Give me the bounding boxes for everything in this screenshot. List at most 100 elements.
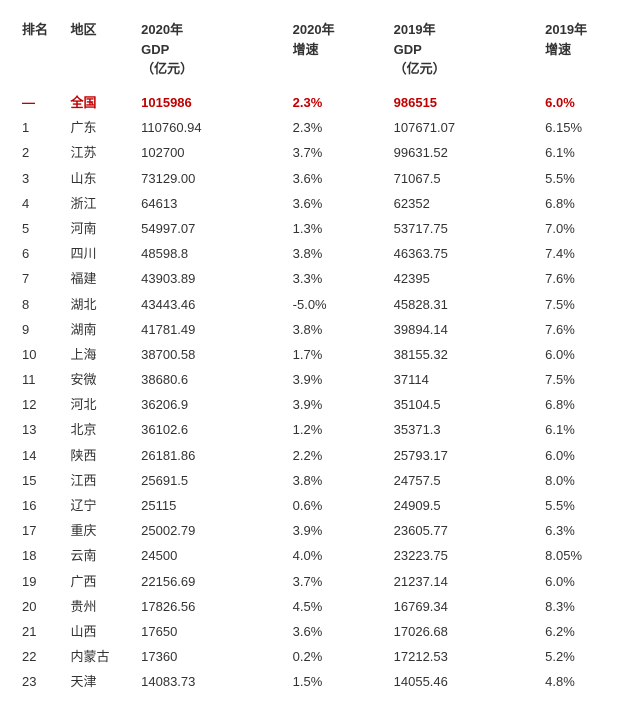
cell-rank: 3: [18, 166, 66, 191]
cell-growth2020: 3.6%: [289, 191, 390, 216]
cell-region: 河南: [66, 216, 137, 241]
cell-gdp2020: 17826.56: [137, 594, 289, 619]
cell-gdp2019: 17026.68: [390, 619, 542, 644]
cell-rank: 11: [18, 368, 66, 393]
cell-growth2020: 3.6%: [289, 619, 390, 644]
col-header-rank: 排名: [18, 14, 66, 91]
cell-growth2019: 6.0%: [541, 443, 622, 468]
cell-growth2019: 6.1%: [541, 418, 622, 443]
cell-gdp2019: 25793.17: [390, 443, 542, 468]
cell-gdp2020: 110760.94: [137, 116, 289, 141]
table-row: 16辽宁251150.6%24909.55.5%: [18, 494, 622, 519]
cell-rank: 22: [18, 645, 66, 670]
cell-gdp2019: 53717.75: [390, 216, 542, 241]
cell-region: 江苏: [66, 141, 137, 166]
cell-region: 重庆: [66, 519, 137, 544]
cell-gdp2020: 25115: [137, 494, 289, 519]
table-row: 4浙江646133.6%623526.8%: [18, 191, 622, 216]
cell-gdp2020: 38680.6: [137, 368, 289, 393]
cell-growth2020: 2.2%: [289, 443, 390, 468]
table-row: 22内蒙古173600.2%17212.535.2%: [18, 645, 622, 670]
cell-rank: 1: [18, 116, 66, 141]
cell-region: 浙江: [66, 191, 137, 216]
cell-region: 贵州: [66, 594, 137, 619]
cell-region: 四川: [66, 242, 137, 267]
gdp-ranking-table: 排名地区2020年 GDP （亿元）2020年 增速2019年 GDP （亿元）…: [18, 14, 622, 695]
cell-gdp2019: 45828.31: [390, 292, 542, 317]
cell-growth2019: 6.8%: [541, 191, 622, 216]
cell-rank: 14: [18, 443, 66, 468]
cell-gdp2019: 99631.52: [390, 141, 542, 166]
cell-gdp2020: 54997.07: [137, 216, 289, 241]
cell-growth2020: 1.3%: [289, 216, 390, 241]
table-row: 23天津14083.731.5%14055.464.8%: [18, 670, 622, 695]
cell-rank: 20: [18, 594, 66, 619]
cell-rank: 16: [18, 494, 66, 519]
cell-region: 山东: [66, 166, 137, 191]
table-row: 3山东73129.003.6%71067.55.5%: [18, 166, 622, 191]
cell-rank: 21: [18, 619, 66, 644]
cell-growth2019: 7.5%: [541, 292, 622, 317]
cell-growth2020: 3.9%: [289, 393, 390, 418]
cell-gdp2019: 37114: [390, 368, 542, 393]
cell-rank: 18: [18, 544, 66, 569]
cell-growth2020: 2.3%: [289, 116, 390, 141]
cell-growth2020: 3.8%: [289, 317, 390, 342]
cell-growth2020: 3.8%: [289, 468, 390, 493]
cell-gdp2020: 43903.89: [137, 267, 289, 292]
cell-growth2020: 3.7%: [289, 141, 390, 166]
cell-rank: 8: [18, 292, 66, 317]
table-row: 10上海38700.581.7%38155.326.0%: [18, 342, 622, 367]
cell-gdp2019: 39894.14: [390, 317, 542, 342]
cell-gdp2020: 17360: [137, 645, 289, 670]
cell-gdp2019: 71067.5: [390, 166, 542, 191]
table-body: —全国10159862.3%9865156.0%1广东110760.942.3%…: [18, 91, 622, 696]
cell-growth2020: 0.6%: [289, 494, 390, 519]
cell-growth2019: 8.3%: [541, 594, 622, 619]
cell-rank: 6: [18, 242, 66, 267]
cell-growth2020: 3.9%: [289, 368, 390, 393]
cell-region: 天津: [66, 670, 137, 695]
cell-gdp2019: 46363.75: [390, 242, 542, 267]
cell-gdp2020: 24500: [137, 544, 289, 569]
cell-region: 安微: [66, 368, 137, 393]
cell-gdp2020: 38700.58: [137, 342, 289, 367]
table-row: 5河南54997.071.3%53717.757.0%: [18, 216, 622, 241]
table-row: 2江苏1027003.7%99631.526.1%: [18, 141, 622, 166]
col-header-gdp2019: 2019年 GDP （亿元）: [390, 14, 542, 91]
cell-growth2019: 7.4%: [541, 242, 622, 267]
cell-rank: 13: [18, 418, 66, 443]
table-row: 6四川48598.83.8%46363.757.4%: [18, 242, 622, 267]
cell-gdp2019: 38155.32: [390, 342, 542, 367]
cell-growth2020: 3.3%: [289, 267, 390, 292]
cell-region: 福建: [66, 267, 137, 292]
cell-growth2019: 4.8%: [541, 670, 622, 695]
cell-rank: 23: [18, 670, 66, 695]
cell-growth2020: 3.6%: [289, 166, 390, 191]
cell-rank: —: [18, 91, 66, 116]
cell-rank: 4: [18, 191, 66, 216]
cell-growth2019: 6.8%: [541, 393, 622, 418]
cell-growth2019: 6.15%: [541, 116, 622, 141]
cell-gdp2019: 23223.75: [390, 544, 542, 569]
cell-region: 辽宁: [66, 494, 137, 519]
table-row: 8湖北43443.46-5.0%45828.317.5%: [18, 292, 622, 317]
cell-growth2020: 4.0%: [289, 544, 390, 569]
cell-growth2020: 3.9%: [289, 519, 390, 544]
cell-rank: 10: [18, 342, 66, 367]
cell-gdp2020: 41781.49: [137, 317, 289, 342]
col-header-region: 地区: [66, 14, 137, 91]
cell-gdp2019: 14055.46: [390, 670, 542, 695]
table-row: 14陕西26181.862.2%25793.176.0%: [18, 443, 622, 468]
cell-region: 云南: [66, 544, 137, 569]
cell-growth2019: 6.2%: [541, 619, 622, 644]
cell-gdp2020: 43443.46: [137, 292, 289, 317]
cell-growth2019: 5.5%: [541, 166, 622, 191]
cell-gdp2019: 42395: [390, 267, 542, 292]
cell-rank: 2: [18, 141, 66, 166]
cell-growth2019: 8.05%: [541, 544, 622, 569]
cell-gdp2020: 64613: [137, 191, 289, 216]
cell-growth2019: 5.5%: [541, 494, 622, 519]
cell-rank: 5: [18, 216, 66, 241]
cell-growth2019: 7.5%: [541, 368, 622, 393]
